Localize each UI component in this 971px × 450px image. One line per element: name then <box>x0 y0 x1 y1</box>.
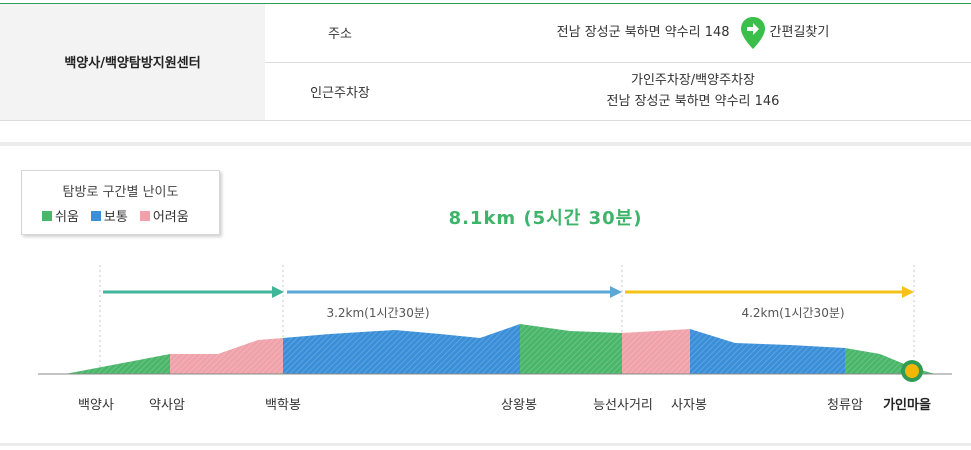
stop-label: 사자봉 <box>671 398 707 413</box>
address-value: 전남 장성군 북하면 약수리 148 <box>556 25 730 41</box>
trail-elevation-profile: 3.2km(1시간30분) 4.2km(1시간30분) 백양사 약사암 백학봉 … <box>38 265 952 413</box>
map-pin-arrow-icon <box>740 16 765 49</box>
arrow-head-2 <box>610 286 622 298</box>
trail-info-table: 백양사/백양탐방지원센터 주소 전남 장성군 북하면 약수리 148 간편길찾기… <box>0 4 971 121</box>
address-label: 주소 <box>265 4 415 63</box>
difficulty-legend: 탐방로 구간별 난이도 쉬움 보통 어려움 <box>21 170 220 235</box>
parking-label: 인근주차장 <box>265 62 415 121</box>
stop-label: 백학봉 <box>265 398 301 413</box>
stop-label: 청류암 <box>827 398 863 413</box>
legend-label-easy: 쉬움 <box>55 210 79 225</box>
segment-arrows <box>103 286 914 298</box>
place-name: 백양사/백양탐방지원센터 <box>0 4 265 121</box>
legend-item-easy: 쉬움 <box>42 206 79 225</box>
directions-link[interactable]: 간편길찾기 <box>740 16 830 50</box>
section-divider <box>0 142 971 146</box>
stop-label: 상왕봉 <box>501 398 537 413</box>
directions-label: 간편길찾기 <box>769 25 830 41</box>
legend-swatch-normal <box>90 210 101 221</box>
legend-label-normal: 보통 <box>103 210 128 225</box>
address-cell: 전남 장성군 북하면 약수리 148 간편길찾기 <box>415 4 971 63</box>
parking-name: 가인주차장/백양주차장 <box>631 73 755 88</box>
parking-cell: 가인주차장/백양주차장 전남 장성군 북하면 약수리 146 <box>415 62 971 121</box>
segment-distance-1: 3.2km(1시간30분) <box>326 306 429 320</box>
segment-distance-2: 4.2km(1시간30분) <box>741 306 844 320</box>
stop-label-destination: 가인마을 <box>883 397 931 413</box>
profile-texture <box>65 320 945 375</box>
stop-label: 능선사거리 <box>593 398 653 413</box>
elevation-segments <box>65 320 945 375</box>
legend-title: 탐방로 구간별 난이도 <box>62 185 179 200</box>
arrow-head-3 <box>902 286 914 298</box>
legend-item-hard: 어려움 <box>139 206 189 225</box>
legend-swatch-easy <box>42 210 52 221</box>
bottom-divider <box>0 443 971 446</box>
top-accent-line <box>0 3 971 4</box>
arrow-head-1 <box>272 286 284 298</box>
stop-label: 백양사 <box>78 398 114 413</box>
stop-label: 약사암 <box>149 398 185 413</box>
legend-swatch-hard <box>139 210 150 221</box>
parking-address: 전남 장성군 북하면 약수리 146 <box>606 94 780 109</box>
legend-label-hard: 어려움 <box>152 210 189 225</box>
destination-marker <box>901 360 923 382</box>
total-distance-time: 8.1km (5시간 30분) <box>448 208 643 229</box>
legend-item-normal: 보통 <box>90 206 128 225</box>
